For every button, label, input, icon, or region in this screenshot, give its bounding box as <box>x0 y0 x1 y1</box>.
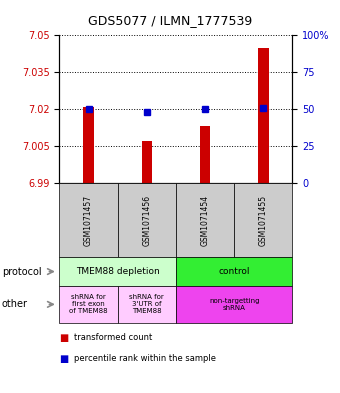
Text: ■: ■ <box>59 354 69 364</box>
Bar <box>200 126 210 183</box>
Text: ■: ■ <box>59 333 69 343</box>
Text: GSM1071457: GSM1071457 <box>84 195 93 246</box>
Text: protocol: protocol <box>2 266 41 277</box>
Text: transformed count: transformed count <box>74 333 152 342</box>
Text: GSM1071454: GSM1071454 <box>201 195 209 246</box>
Text: GDS5077 / ILMN_1777539: GDS5077 / ILMN_1777539 <box>88 14 252 27</box>
Text: other: other <box>2 299 28 309</box>
Text: shRNA for
first exon
of TMEM88: shRNA for first exon of TMEM88 <box>69 294 108 314</box>
Text: control: control <box>218 267 250 276</box>
Text: shRNA for
3'UTR of
TMEM88: shRNA for 3'UTR of TMEM88 <box>130 294 164 314</box>
Bar <box>258 48 269 183</box>
Text: GSM1071455: GSM1071455 <box>259 195 268 246</box>
Text: percentile rank within the sample: percentile rank within the sample <box>74 354 216 364</box>
Bar <box>83 107 94 183</box>
Bar <box>141 141 152 183</box>
Text: TMEM88 depletion: TMEM88 depletion <box>76 267 159 276</box>
Text: GSM1071456: GSM1071456 <box>142 195 151 246</box>
Text: non-targetting
shRNA: non-targetting shRNA <box>209 298 259 311</box>
